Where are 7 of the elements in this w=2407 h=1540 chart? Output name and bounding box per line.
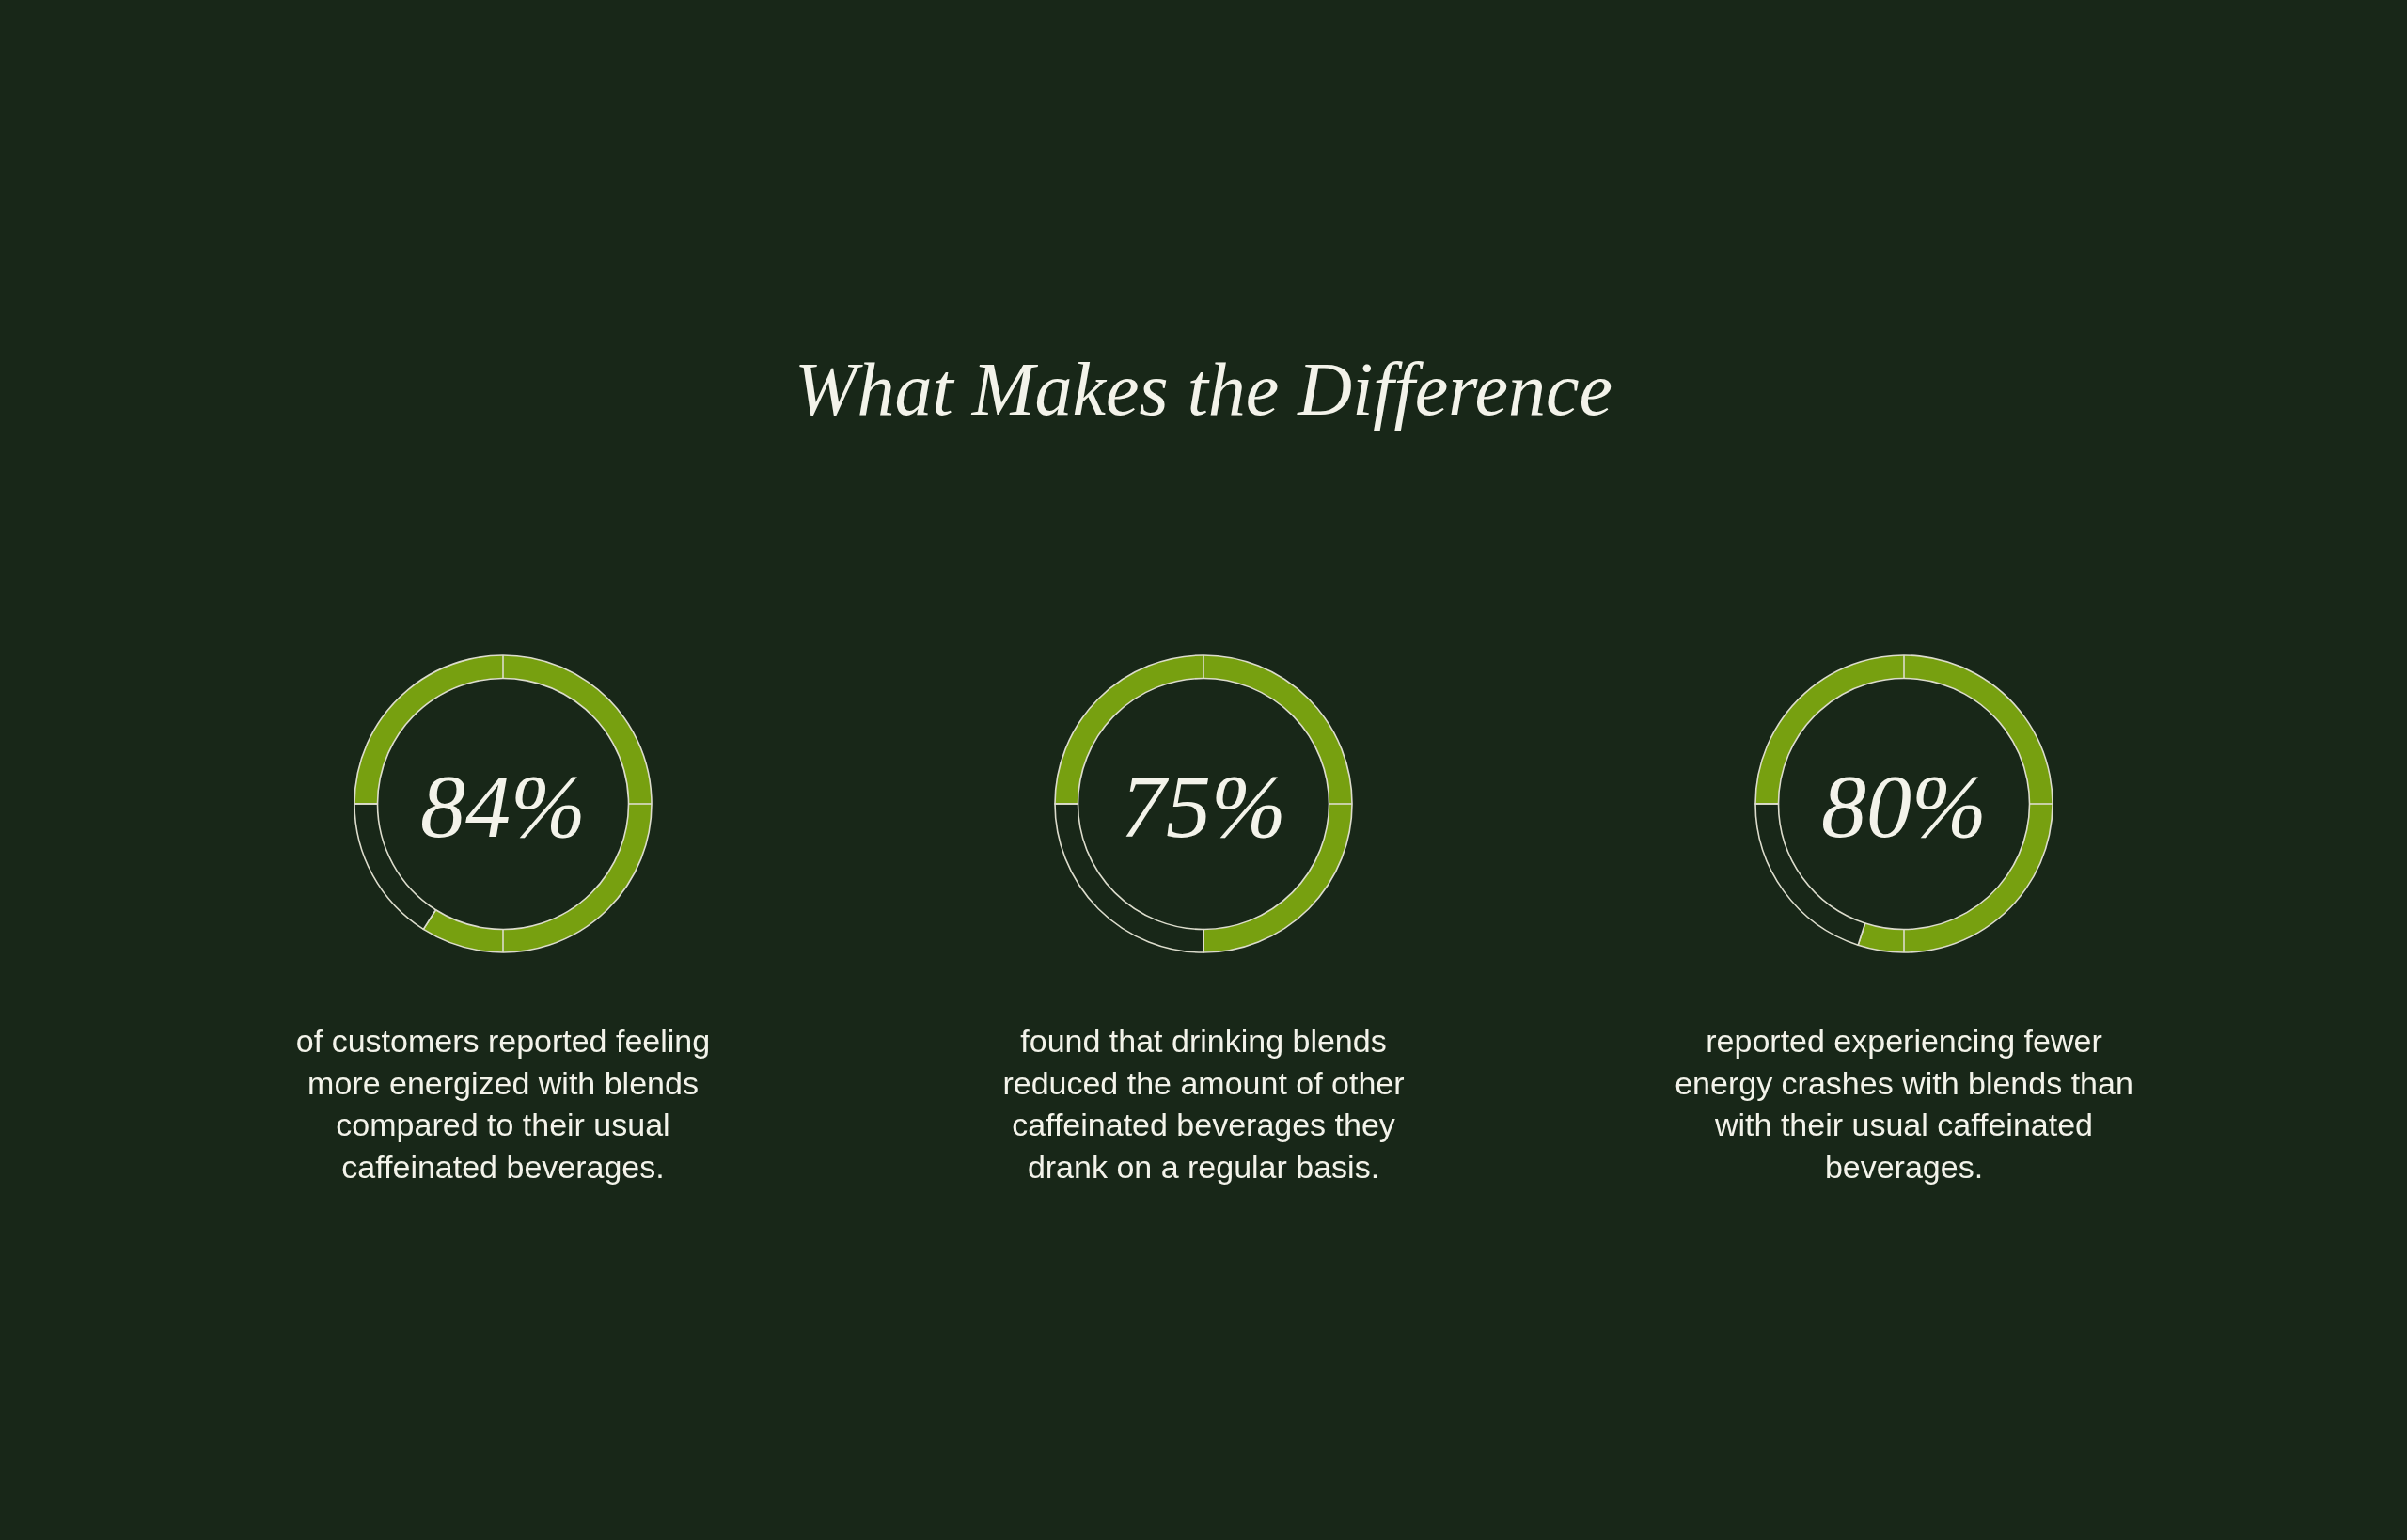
data-label: 84% [420,756,586,856]
data-label: 80% [1821,756,1987,856]
data-label: 75% [1121,756,1286,856]
text: found that drinking blends reduced the amount of other caffeinated beverages they drank on a regular basis. [1002,1023,1405,1185]
text: What Makes the Difference [794,348,1613,431]
text: reported experiencing fewer energy crashes with blends than with their usual caffeinated beverages. [1675,1023,2133,1185]
text: of customers reported feeling more energized with blends compared to their usual caffeinated beverages. [295,1023,711,1185]
